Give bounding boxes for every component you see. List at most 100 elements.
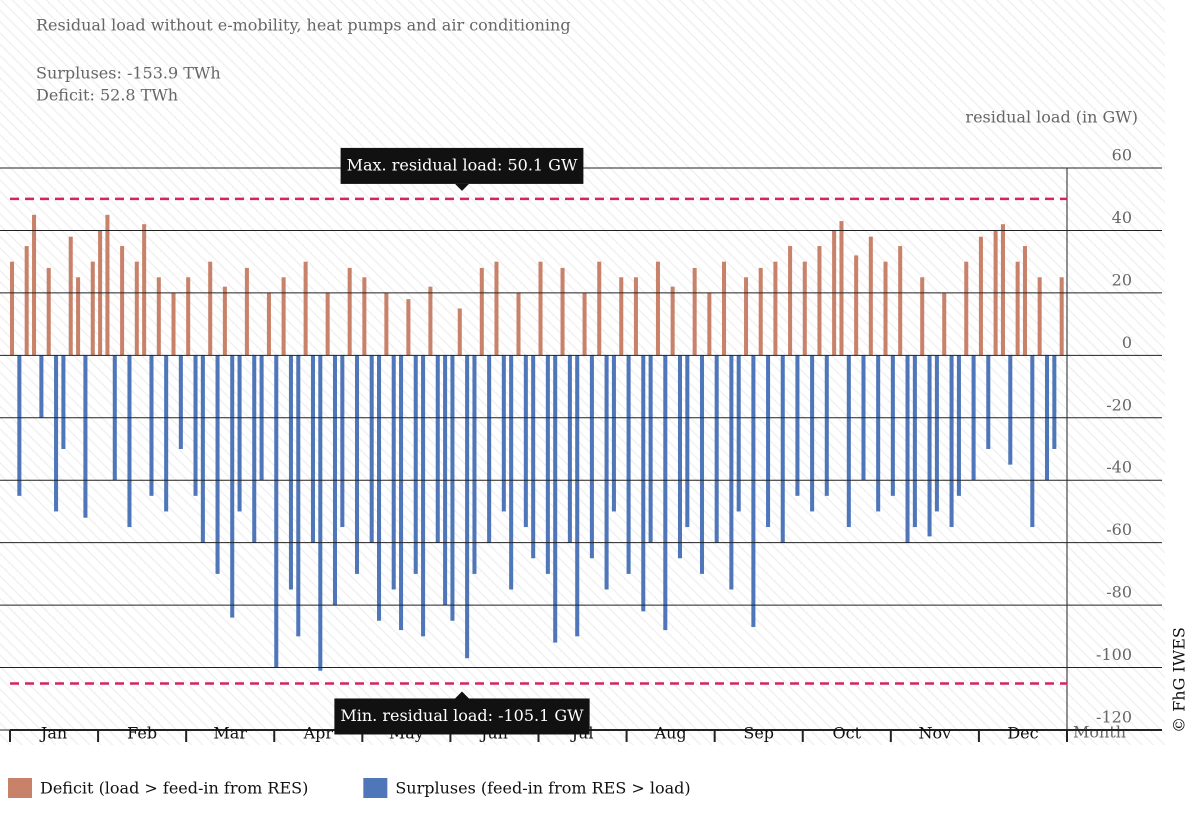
bar — [523, 355, 528, 528]
bar — [744, 277, 749, 356]
chart-title: Residual load without e-mobility, heat p… — [36, 16, 571, 35]
bar — [399, 355, 404, 631]
bar — [200, 355, 205, 543]
legend-label: Deficit (load > feed-in from RES) — [40, 779, 308, 798]
legend-label: Surpluses (feed-in from RES > load) — [395, 779, 690, 798]
bar — [1052, 355, 1057, 449]
bar — [105, 214, 110, 356]
bar — [230, 355, 235, 618]
bar — [986, 355, 991, 449]
bar — [354, 355, 360, 574]
bar — [428, 286, 433, 356]
bar — [898, 246, 903, 356]
bar — [824, 355, 829, 496]
bar — [83, 355, 88, 518]
bar — [1022, 246, 1027, 356]
bar — [472, 355, 477, 574]
bar — [450, 355, 455, 621]
bar — [545, 355, 550, 574]
bar — [589, 355, 594, 559]
bar — [641, 355, 646, 612]
annotation-pointer — [455, 183, 469, 191]
bar — [619, 277, 624, 356]
bar — [707, 292, 712, 356]
bar — [362, 277, 367, 356]
legend-swatch — [8, 778, 32, 798]
bar — [692, 267, 697, 356]
x-tick-label: Mar — [213, 724, 247, 743]
x-tick-label: Nov — [919, 724, 952, 743]
bar — [244, 267, 249, 356]
bar — [377, 355, 382, 621]
bar — [296, 355, 301, 637]
bar — [222, 286, 227, 356]
bar — [722, 261, 727, 356]
bar — [274, 355, 279, 668]
bar — [516, 292, 521, 356]
y-tick-label: -80 — [1106, 583, 1132, 602]
bar — [655, 261, 660, 356]
x-tick-label: Aug — [654, 724, 687, 743]
bar — [531, 355, 536, 559]
bar — [186, 277, 191, 356]
annotation-label: Min. residual load: -105.1 GW — [340, 706, 584, 725]
bar — [347, 267, 352, 356]
y-tick-label: 60 — [1112, 146, 1132, 165]
x-tick-label: Sep — [743, 724, 774, 743]
bar — [208, 261, 213, 356]
bar — [1037, 277, 1042, 356]
bar — [171, 292, 176, 356]
annotation-box — [334, 698, 590, 735]
bar — [24, 246, 29, 356]
bar — [817, 246, 822, 356]
x-tick-label: Jan — [39, 724, 67, 743]
bar — [164, 355, 169, 512]
bar — [553, 355, 558, 643]
y-tick-label: -100 — [1096, 645, 1132, 664]
annotation-label: Max. residual load: 50.1 GW — [347, 155, 578, 174]
subtitle: Deficit: 52.8 TWh — [36, 86, 178, 105]
bar — [76, 277, 81, 356]
bar — [685, 355, 690, 528]
bar — [663, 355, 668, 631]
bar — [310, 355, 315, 543]
bar — [501, 355, 506, 512]
y-tick-label: -60 — [1106, 520, 1132, 539]
bar — [1015, 261, 1020, 356]
bar — [677, 355, 683, 559]
bar — [854, 255, 859, 356]
bar — [699, 355, 705, 574]
bar — [494, 261, 499, 356]
bar — [509, 355, 514, 590]
bar — [846, 355, 851, 528]
bar — [890, 355, 895, 496]
bar — [10, 261, 15, 356]
bar — [281, 277, 286, 356]
bar — [266, 292, 271, 356]
bar — [567, 355, 572, 543]
bar — [406, 299, 411, 356]
bar — [369, 355, 374, 543]
bar — [120, 246, 125, 356]
subtitle: Surpluses: -153.9 TWh — [36, 64, 221, 83]
bar — [575, 355, 580, 637]
bar — [927, 355, 932, 537]
bar — [905, 355, 910, 543]
bar — [956, 355, 961, 496]
bar — [942, 292, 947, 356]
bar — [288, 355, 293, 590]
bar — [237, 355, 242, 512]
y-axis-title: residual load (in GW) — [965, 108, 1138, 127]
bar — [325, 292, 330, 356]
credit: © FhG IWES — [1170, 627, 1187, 733]
bar — [421, 355, 426, 637]
bar — [648, 355, 653, 543]
bar — [633, 277, 638, 356]
bar — [54, 355, 59, 512]
bar — [68, 236, 73, 356]
bar — [964, 261, 969, 356]
bar — [303, 261, 308, 356]
bar — [766, 355, 771, 528]
bar — [604, 355, 609, 590]
